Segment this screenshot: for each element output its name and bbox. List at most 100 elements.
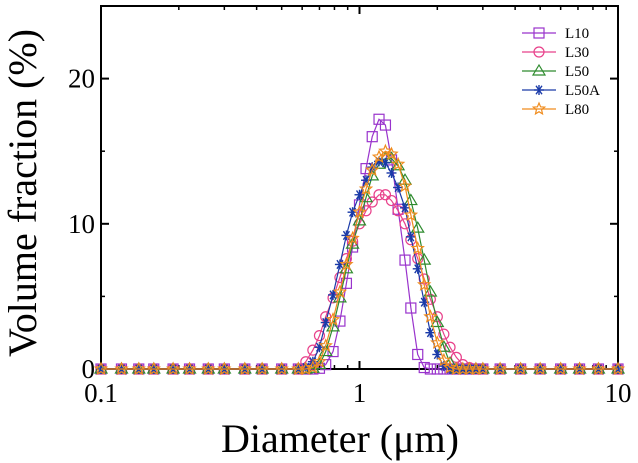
data-point-l30 xyxy=(444,341,456,353)
legend-marker xyxy=(533,27,545,39)
y-tick-label: 10 xyxy=(68,209,95,239)
series-l50 xyxy=(93,151,626,374)
series-l50a xyxy=(96,156,623,374)
data-point-l50 xyxy=(423,284,438,297)
data-point-l80 xyxy=(146,361,162,376)
data-point-l50a xyxy=(405,231,416,242)
data-point-l80 xyxy=(410,240,425,255)
legend-marker xyxy=(531,63,547,76)
data-point-l30 xyxy=(438,328,450,340)
series-layer xyxy=(93,113,626,376)
data-point-l30 xyxy=(399,218,411,230)
data-point-l80 xyxy=(345,230,360,245)
data-point-l80 xyxy=(332,284,348,299)
data-point-l10 xyxy=(373,113,385,125)
data-point-l50a xyxy=(432,349,443,360)
ticks: 0 10 20 0.1 1 10 xyxy=(68,6,632,408)
data-point-l80 xyxy=(442,359,458,374)
data-point-l10 xyxy=(366,131,378,143)
data-point-l30 xyxy=(379,189,392,201)
series-l30 xyxy=(95,189,624,375)
data-point-l10 xyxy=(424,363,436,375)
data-point-l50 xyxy=(325,319,341,332)
data-point-l80 xyxy=(436,352,452,367)
data-point-l50a xyxy=(425,327,436,338)
data-point-l10 xyxy=(327,345,339,358)
series-line-l80 xyxy=(101,150,618,370)
data-point-l80 xyxy=(430,335,445,349)
data-point-l80 xyxy=(553,361,568,376)
legend-label: L50A xyxy=(565,83,600,99)
legend-marker xyxy=(531,101,547,116)
data-point-l80 xyxy=(312,354,327,368)
data-point-l80 xyxy=(403,207,419,222)
data-point-l80 xyxy=(390,156,406,171)
data-point-l10 xyxy=(405,302,417,314)
data-point-l80 xyxy=(298,361,313,376)
data-point-l80 xyxy=(93,361,109,376)
data-point-l80 xyxy=(237,361,252,376)
data-point-l30 xyxy=(412,253,424,265)
data-point-l50 xyxy=(417,252,432,265)
data-point-l80 xyxy=(492,361,508,376)
y-tick-label: 0 xyxy=(82,354,96,384)
legend-item-l50a: L50A xyxy=(522,83,600,99)
x-tick-label: 10 xyxy=(605,378,632,408)
legend-item-l80: L80 xyxy=(522,101,589,118)
series-l80 xyxy=(93,143,626,376)
data-point-l80 xyxy=(475,361,490,376)
data-point-l80 xyxy=(217,361,232,376)
data-point-l80 xyxy=(378,143,393,158)
data-point-l50 xyxy=(410,220,425,233)
data-point-l80 xyxy=(114,361,129,376)
data-point-l30 xyxy=(313,330,326,342)
data-point-l80 xyxy=(533,361,548,376)
series-line-l10 xyxy=(101,118,618,370)
data-point-l50a xyxy=(320,317,331,328)
data-point-l80 xyxy=(339,256,354,271)
data-point-l50a xyxy=(400,202,411,213)
data-point-l80 xyxy=(182,361,197,376)
data-point-l10 xyxy=(418,361,430,374)
x-tick-label: 1 xyxy=(353,378,367,408)
plot-frame xyxy=(100,5,619,370)
data-point-l50 xyxy=(358,190,374,203)
data-point-l50a xyxy=(386,167,397,178)
data-point-l80 xyxy=(416,277,432,291)
data-point-l80 xyxy=(513,361,528,376)
x-tick-label: 0.1 xyxy=(84,378,118,408)
data-point-l10 xyxy=(379,119,392,131)
data-point-l30 xyxy=(360,205,372,217)
legend-item-l30: L30 xyxy=(522,45,589,61)
data-point-l80 xyxy=(591,361,606,376)
data-point-l80 xyxy=(352,204,367,219)
data-point-l80 xyxy=(364,162,380,177)
y-axis-title: Volume fraction (%) xyxy=(0,29,45,357)
data-point-l50a xyxy=(354,189,365,200)
data-point-l80 xyxy=(610,361,626,376)
data-point-l80 xyxy=(165,361,181,376)
data-point-l10 xyxy=(399,254,411,266)
data-point-l80 xyxy=(254,361,270,376)
legend-label: L80 xyxy=(565,102,589,118)
data-point-l50 xyxy=(352,213,367,226)
data-point-l50a xyxy=(380,157,391,168)
data-point-l80 xyxy=(572,361,587,376)
data-point-l80 xyxy=(358,181,374,196)
legend-item-l10: L10 xyxy=(522,26,589,42)
legend: L10 L30 L50 L50A L80 xyxy=(522,26,600,118)
data-point-l30 xyxy=(373,189,385,201)
legend-marker xyxy=(533,46,545,58)
data-point-l80 xyxy=(397,178,413,193)
data-point-l80 xyxy=(423,309,438,323)
series-l10 xyxy=(95,113,624,375)
data-point-l10 xyxy=(412,348,424,361)
data-point-l80 xyxy=(384,146,399,161)
legend-label: L10 xyxy=(565,26,589,42)
data-point-l80 xyxy=(325,312,341,326)
data-point-l80 xyxy=(318,338,333,352)
data-point-l80 xyxy=(201,361,216,376)
legend-label: L50 xyxy=(565,64,589,80)
data-point-l30 xyxy=(385,194,398,207)
